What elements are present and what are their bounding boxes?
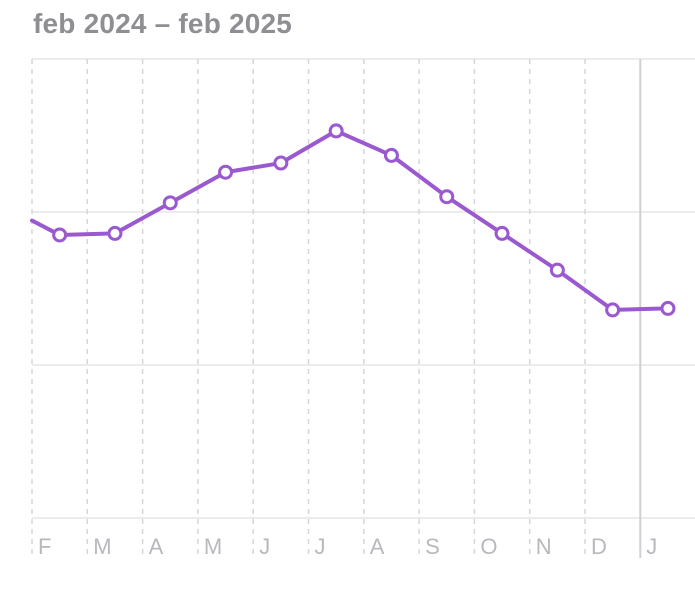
data-point [218,164,234,180]
x-tick-label: A [149,534,164,559]
x-tick-label: D [591,534,607,559]
x-tick-label: O [480,534,497,559]
series-line [30,128,670,312]
x-tick-label: J [259,534,270,559]
data-point [328,123,344,139]
series-layer [30,123,676,318]
x-tick-label: J [315,534,326,559]
date-range-title: feb 2024 – feb 2025 [33,8,293,39]
data-point [605,302,621,318]
data-point [549,262,565,278]
data-point [660,300,676,316]
x-tick-label: A [370,534,385,559]
x-tick-label: S [425,534,440,559]
x-tick-label: F [38,534,51,559]
data-point [383,147,399,163]
data-point [162,195,178,211]
grid-layer [31,58,695,558]
data-point [273,155,289,171]
x-tick-label: J [646,534,657,559]
x-tick-label: N [536,534,552,559]
x-tick-label: M [93,534,111,559]
data-point [107,225,123,241]
data-point [494,225,510,241]
data-point [439,189,455,205]
data-point [52,227,68,243]
x-tick-label: M [204,534,222,559]
